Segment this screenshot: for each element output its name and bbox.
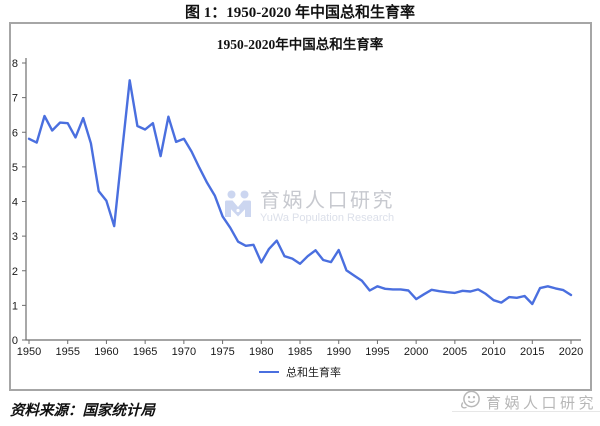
center-watermark-cn: 育娲人口研究 [260, 190, 395, 212]
legend-label: 总和生育率 [286, 367, 341, 379]
yuwa-logo-icon [224, 190, 252, 223]
yuwa-face-icon [458, 389, 483, 416]
center-watermark-en: YuWa Population Research [260, 212, 395, 224]
figure-caption: 图 1：1950-2020 年中国总和生育率 [185, 5, 415, 21]
footer-divider [452, 411, 600, 412]
footer-watermark-text: 育娲人口研究 [485, 395, 597, 412]
center-watermark-text: 育娲人口研究 YuWa Population Research [260, 190, 395, 224]
center-watermark: 育娲人口研究 YuWa Population Research [224, 190, 395, 224]
legend-line-swatch [259, 370, 279, 374]
footer-watermark: 育娲人口研究 [458, 389, 597, 416]
chart-title: 1950-2020年中国总和生育率 [216, 37, 384, 52]
data-source-note: 资料来源：国家统计局 [10, 403, 155, 419]
chart-legend: 总和生育率 [0, 365, 600, 379]
